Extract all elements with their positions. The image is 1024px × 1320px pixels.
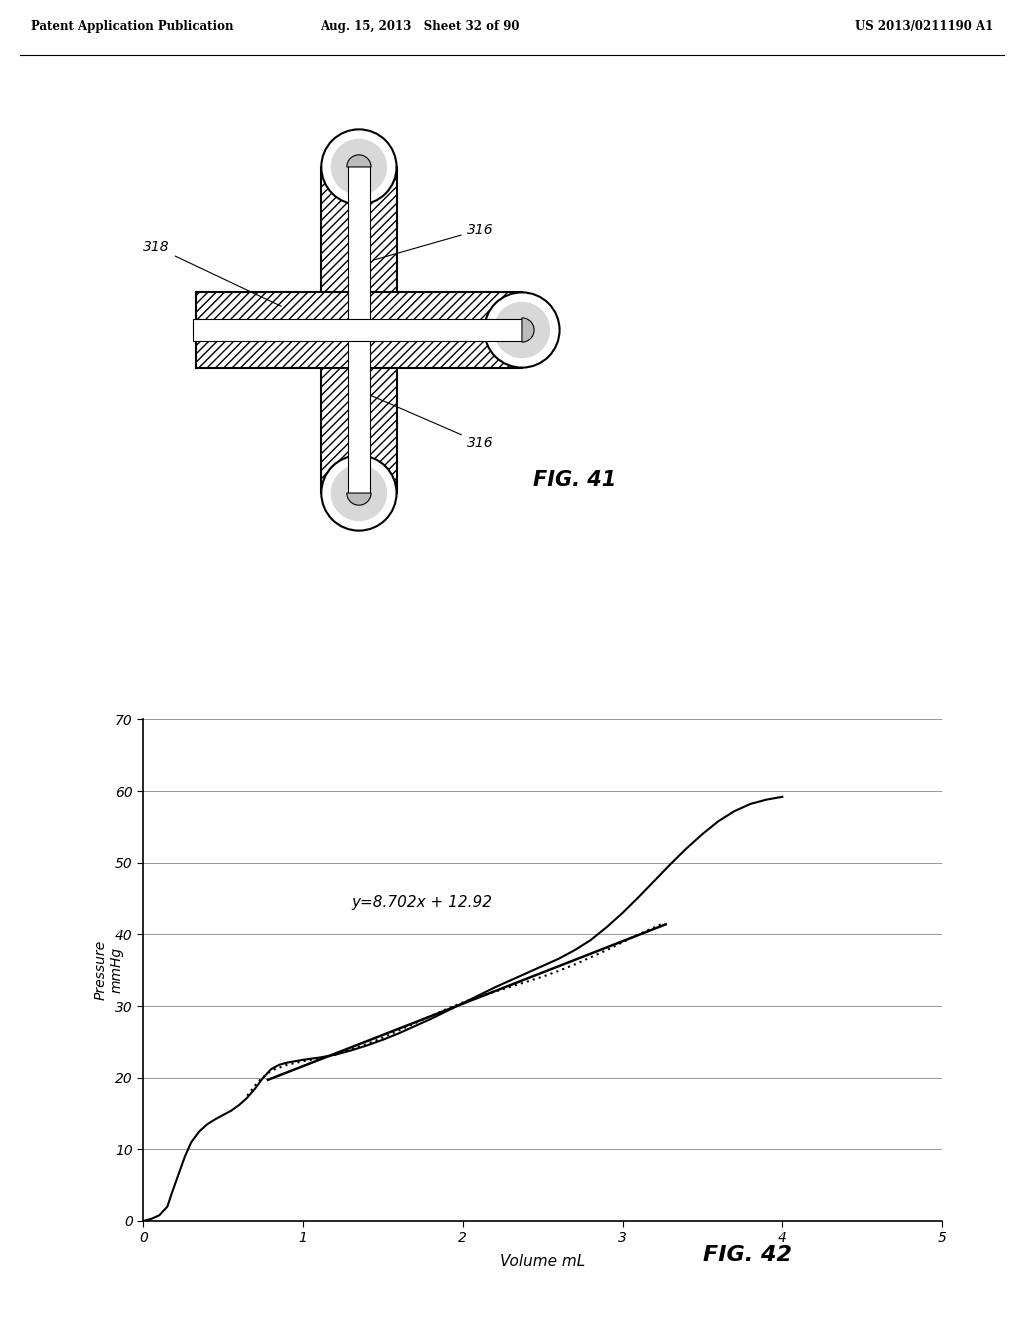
Text: Patent Application Publication: Patent Application Publication (31, 20, 233, 33)
Polygon shape (196, 292, 522, 367)
Y-axis label: Pressure
mmHg: Pressure mmHg (93, 940, 123, 1001)
Wedge shape (347, 154, 371, 166)
Polygon shape (348, 165, 370, 495)
Text: FIG. 42: FIG. 42 (703, 1245, 792, 1266)
Text: 316: 316 (373, 223, 494, 260)
Circle shape (331, 465, 387, 521)
Circle shape (484, 292, 559, 367)
Wedge shape (347, 492, 371, 506)
Text: US 2013/0211190 A1: US 2013/0211190 A1 (855, 20, 993, 33)
Text: y=8.702x + 12.92: y=8.702x + 12.92 (351, 895, 492, 909)
Polygon shape (194, 319, 524, 341)
Circle shape (322, 455, 396, 531)
Text: 318: 318 (143, 240, 282, 306)
Text: Aug. 15, 2013   Sheet 32 of 90: Aug. 15, 2013 Sheet 32 of 90 (321, 20, 519, 33)
Circle shape (331, 139, 387, 195)
Circle shape (322, 129, 396, 205)
X-axis label: Volume mL: Volume mL (500, 1254, 586, 1269)
Text: 316: 316 (367, 393, 494, 450)
Polygon shape (322, 166, 396, 492)
Wedge shape (522, 318, 535, 342)
Text: FIG. 41: FIG. 41 (532, 470, 616, 491)
Circle shape (494, 302, 550, 358)
